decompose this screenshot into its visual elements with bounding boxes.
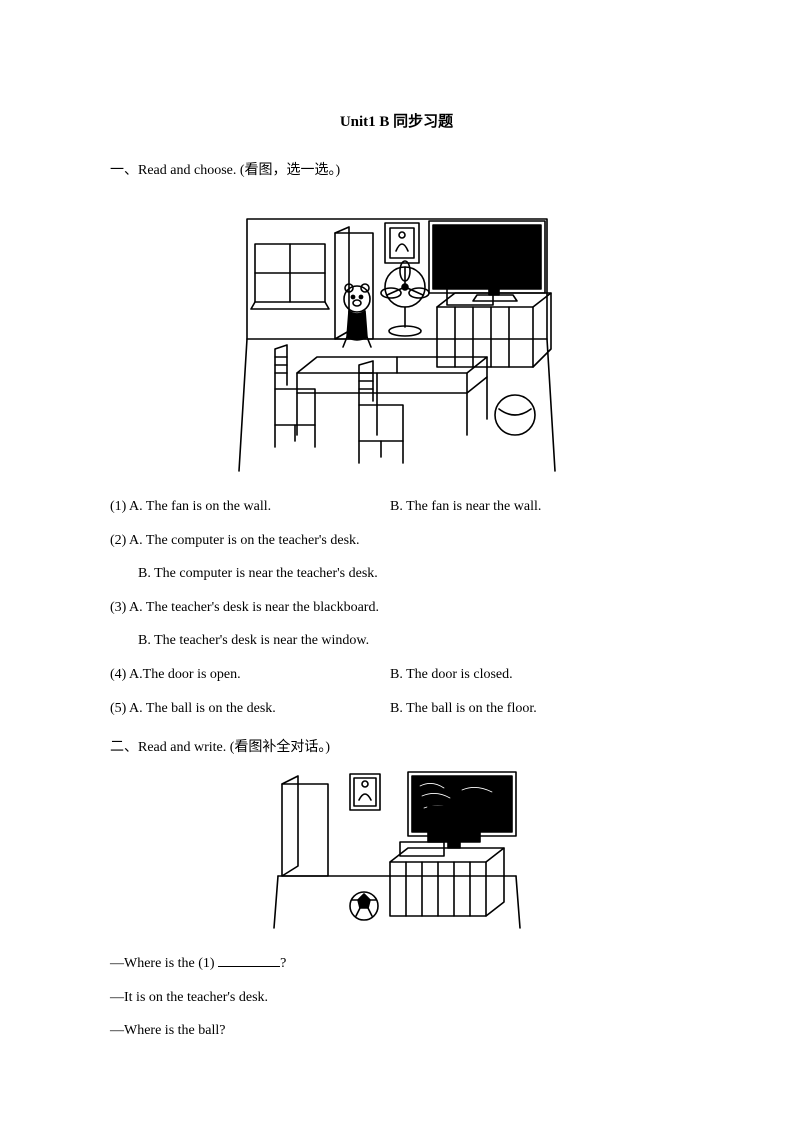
section2-close: ) (325, 740, 330, 755)
q5: (5) A. The ball is on the desk. B. The b… (110, 699, 683, 719)
q1-a: (1) A. The fan is on the wall. (110, 497, 390, 517)
q4-b: B. The door is closed. (390, 665, 683, 685)
q2-b: B. The computer is near the teacher's de… (110, 564, 683, 584)
q1: (1) A. The fan is on the wall. B. The fa… (110, 497, 683, 517)
section1-close: ) (336, 163, 341, 178)
page-title: Unit1 B 同步习题 (110, 110, 683, 131)
classroom-illustration-1 (237, 189, 557, 474)
dialogue-3: —Where is the ball? (110, 1021, 683, 1041)
q4: (4) A.The door is open. B. The door is c… (110, 665, 683, 685)
section1-en: Read and choose. ( (138, 163, 245, 178)
q3-a: (3) A. The teacher's desk is near the bl… (110, 598, 683, 618)
section2-en: Read and write. ( (138, 740, 234, 755)
dialogue-2: —It is on the teacher's desk. (110, 988, 683, 1008)
q5-a: (5) A. The ball is on the desk. (110, 699, 390, 719)
classroom-illustration-2 (272, 766, 522, 931)
section1-number: 一、 (110, 163, 138, 178)
d1-post: ? (280, 956, 286, 971)
d1-pre: —Where is the (1) (110, 956, 218, 971)
q5-b: B. The ball is on the floor. (390, 699, 683, 719)
q3-b: B. The teacher's desk is near the window… (110, 631, 683, 651)
section2-heading: 二、Read and write. (看图补全对话。) (110, 736, 683, 756)
illustration-1-wrap (110, 189, 683, 479)
dialogue-1: —Where is the (1) ? (110, 954, 683, 974)
q1-b: B. The fan is near the wall. (390, 497, 683, 517)
section2-number: 二、 (110, 740, 138, 755)
section1-cn: 看图，选一选。 (245, 163, 336, 178)
blank-1[interactable] (218, 954, 280, 967)
section2-cn: 看图补全对话。 (234, 740, 325, 755)
q2-a: (2) A. The computer is on the teacher's … (110, 531, 683, 551)
q4-a: (4) A.The door is open. (110, 665, 390, 685)
illustration-2-wrap (110, 766, 683, 936)
section1-heading: 一、Read and choose. (看图，选一选。) (110, 159, 683, 179)
